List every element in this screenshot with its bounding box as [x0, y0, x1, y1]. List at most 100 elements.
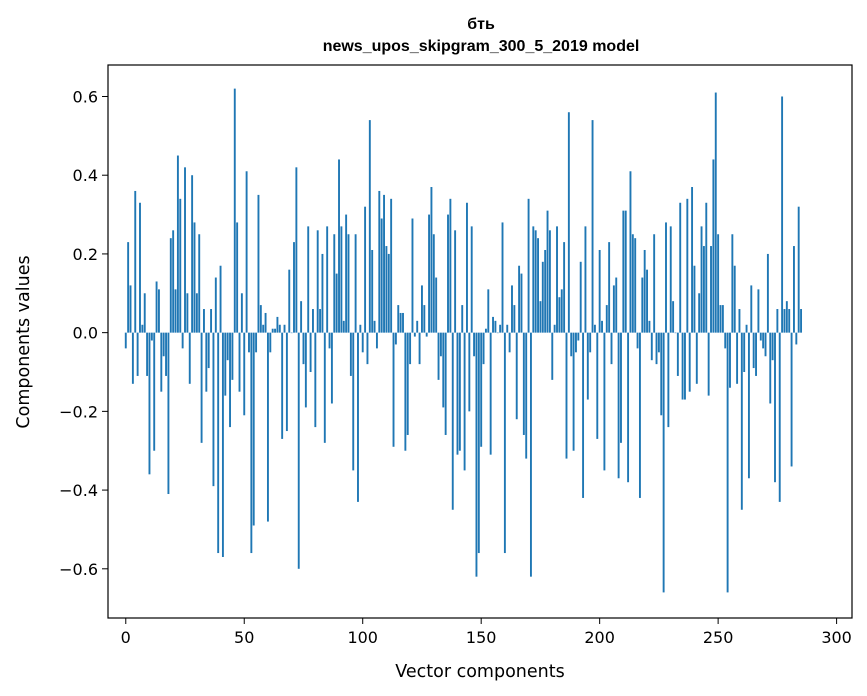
bar	[165, 332, 167, 376]
y-tick-label: 0.4	[73, 166, 98, 185]
bar	[615, 277, 618, 333]
bar	[541, 261, 544, 333]
bar	[558, 297, 561, 333]
bar	[612, 285, 615, 333]
bar	[131, 332, 134, 384]
bar	[290, 332, 293, 334]
bar	[319, 309, 322, 333]
bar	[172, 230, 175, 333]
bar	[684, 332, 686, 400]
bar	[210, 309, 213, 333]
bar	[416, 320, 419, 333]
bar	[342, 320, 345, 333]
bar	[755, 332, 757, 376]
bar	[515, 332, 518, 420]
bar	[236, 222, 239, 333]
bar	[622, 210, 625, 333]
bar	[520, 273, 523, 333]
bar	[710, 246, 712, 333]
bar	[598, 249, 601, 333]
bar	[390, 198, 393, 333]
bar	[274, 328, 276, 333]
bar	[224, 332, 227, 396]
bar	[672, 301, 675, 333]
bar	[134, 190, 137, 333]
bar	[800, 309, 803, 333]
bar	[793, 246, 795, 333]
bar	[788, 309, 791, 333]
bar	[532, 226, 535, 333]
bar	[394, 332, 397, 345]
bar	[226, 332, 229, 361]
bar	[646, 269, 648, 333]
bar	[691, 187, 694, 333]
bar	[729, 332, 731, 388]
bar	[276, 316, 279, 333]
bar	[513, 305, 516, 333]
bar	[181, 332, 184, 349]
bar	[456, 332, 459, 455]
bar	[605, 305, 608, 333]
bar	[378, 190, 381, 333]
bar	[250, 332, 253, 554]
bar	[506, 324, 509, 333]
bar	[624, 210, 627, 333]
bar	[785, 301, 788, 333]
bar	[233, 88, 236, 333]
bar	[293, 242, 295, 333]
bar	[752, 332, 755, 369]
bar	[527, 198, 530, 333]
bar	[312, 309, 314, 333]
bar	[674, 332, 677, 334]
bar	[262, 324, 265, 333]
bar	[657, 332, 660, 353]
bar	[466, 202, 468, 333]
bar	[759, 332, 762, 341]
bar	[430, 187, 433, 333]
bar	[629, 171, 632, 333]
bar	[288, 269, 291, 333]
bar	[366, 332, 369, 365]
bar	[582, 332, 585, 498]
bar	[217, 332, 220, 554]
bar	[492, 316, 494, 333]
bar	[255, 332, 258, 353]
bar	[174, 289, 177, 333]
bar	[432, 234, 435, 333]
bar	[620, 332, 622, 443]
bar	[238, 332, 241, 392]
bar	[321, 253, 324, 333]
bar	[489, 332, 492, 455]
bar	[444, 332, 447, 435]
bar	[139, 202, 141, 333]
bar	[686, 198, 689, 333]
bar	[601, 320, 603, 333]
bar	[603, 332, 606, 471]
bar	[553, 324, 556, 333]
bar	[454, 230, 457, 333]
bar	[537, 238, 539, 333]
bar	[783, 309, 786, 333]
bar	[565, 332, 568, 459]
bar	[302, 332, 305, 365]
y-tick-label: 0.2	[73, 245, 98, 264]
bar	[359, 324, 362, 333]
bar	[539, 301, 542, 333]
bar	[219, 265, 222, 333]
bar	[660, 332, 663, 416]
bar	[179, 198, 182, 333]
bar	[397, 305, 400, 333]
chart-subtitle: news_upos_skipgram_300_5_2019 model	[323, 38, 640, 55]
bar	[681, 332, 684, 400]
y-tick-label: −0.2	[59, 402, 98, 421]
bar	[707, 332, 710, 396]
bar	[141, 324, 144, 333]
bar	[212, 332, 215, 487]
bar	[153, 332, 156, 451]
bar	[435, 277, 438, 333]
bar	[714, 92, 717, 333]
bar	[610, 332, 613, 365]
bar	[200, 332, 203, 443]
bar	[451, 332, 454, 510]
bar	[563, 242, 566, 333]
